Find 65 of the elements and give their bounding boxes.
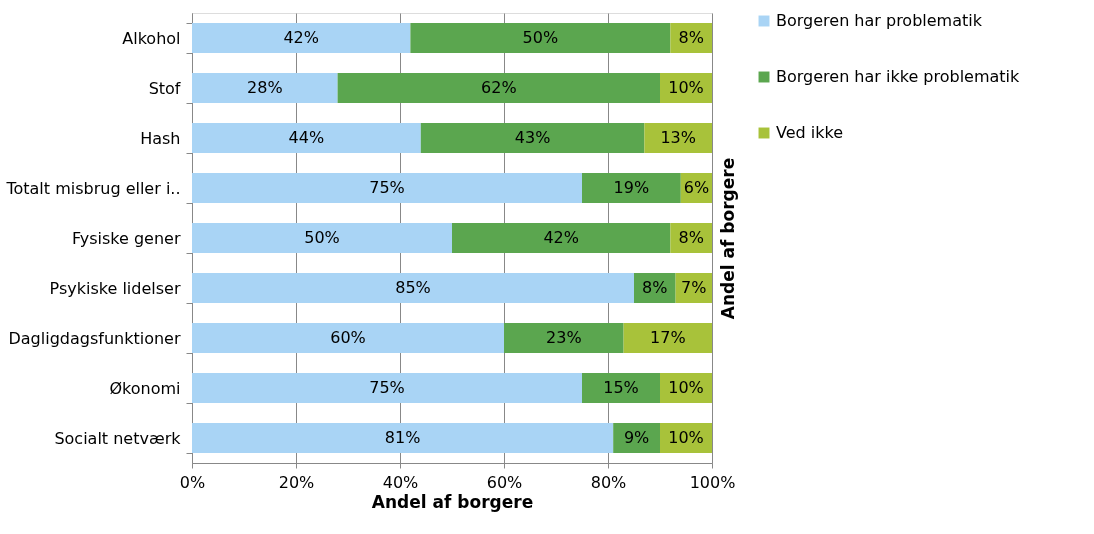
bar	[644, 123, 712, 153]
text: 81%	[384, 428, 421, 447]
x-tick-label: 0%	[179, 472, 206, 492]
bar	[192, 123, 421, 153]
y-tick-label: Totalt misbrug eller i..	[5, 178, 181, 198]
legend-label: Borgeren har problematik	[776, 11, 983, 30]
legend-label: Ved ikke	[776, 123, 844, 142]
x-tick-label: 20%	[278, 472, 315, 492]
text: 43%	[514, 128, 551, 147]
bar	[192, 23, 411, 53]
text: 19%	[613, 178, 650, 197]
bar	[504, 323, 624, 353]
bar	[623, 323, 712, 353]
bar	[192, 223, 452, 253]
legend-label: Borgeren har ikke problematik	[776, 67, 1021, 86]
text: 50%	[522, 28, 559, 47]
bar	[192, 73, 338, 103]
bar	[337, 73, 660, 103]
bar	[410, 23, 671, 53]
text: 17%	[650, 328, 686, 347]
bar	[192, 373, 582, 403]
bar	[582, 373, 660, 403]
text: 10%	[668, 378, 704, 397]
text: 62%	[481, 78, 517, 97]
bar	[420, 123, 645, 153]
text: 44%	[288, 128, 325, 147]
text: 50%	[304, 228, 340, 247]
x-axis-title: Andel af borgere	[371, 491, 534, 512]
text: 13%	[660, 128, 696, 147]
text: 28%	[247, 78, 283, 97]
y-tick-label: Socialt netværk	[54, 428, 182, 448]
text: 10%	[668, 428, 704, 447]
y-tick-label: Dagligdagsfunktioner	[8, 328, 181, 348]
text: 85%	[395, 278, 431, 297]
bar	[192, 273, 634, 303]
y-axis-title: Andel af borgere	[717, 157, 738, 320]
text: 42%	[543, 228, 579, 247]
text: 10%	[668, 78, 704, 97]
text: 8%	[678, 228, 704, 247]
text: 75%	[369, 178, 405, 197]
text: 23%	[546, 328, 582, 347]
bar	[192, 173, 582, 203]
text: 60%	[330, 328, 366, 347]
text: 15%	[603, 378, 639, 397]
y-tick-label: Hash	[140, 128, 181, 148]
bar	[582, 173, 681, 203]
text: 8%	[642, 278, 668, 297]
text: 75%	[369, 378, 405, 397]
text: 6%	[683, 178, 710, 197]
y-tick-label: Alkohol	[122, 28, 181, 48]
x-tick-label: 60%	[486, 472, 523, 492]
y-tick-label: Psykiske lidelser	[49, 278, 181, 298]
y-tick-label: Stof	[148, 78, 181, 98]
bar	[192, 323, 504, 353]
x-tick-label: 100%	[689, 472, 736, 492]
bar	[192, 423, 614, 453]
x-tick-label: 40%	[382, 472, 419, 492]
text: 8%	[678, 28, 704, 47]
bar	[452, 223, 671, 253]
text: 42%	[283, 28, 319, 47]
y-tick-label: Fysiske gener	[71, 228, 181, 248]
text: 9%	[623, 428, 650, 447]
text: 7%	[681, 278, 707, 297]
y-tick-label: Økonomi	[109, 378, 181, 398]
x-tick-label: 80%	[590, 472, 627, 492]
